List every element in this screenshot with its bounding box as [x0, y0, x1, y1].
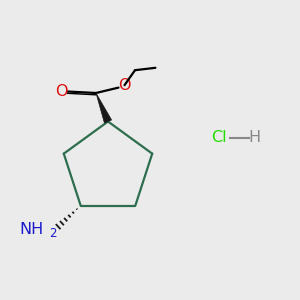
- Text: O: O: [55, 84, 67, 99]
- Text: O: O: [118, 78, 131, 93]
- Text: H: H: [248, 130, 260, 146]
- Text: 2: 2: [49, 227, 57, 240]
- Text: NH: NH: [19, 222, 43, 237]
- Polygon shape: [96, 93, 112, 123]
- Text: Cl: Cl: [211, 130, 227, 146]
